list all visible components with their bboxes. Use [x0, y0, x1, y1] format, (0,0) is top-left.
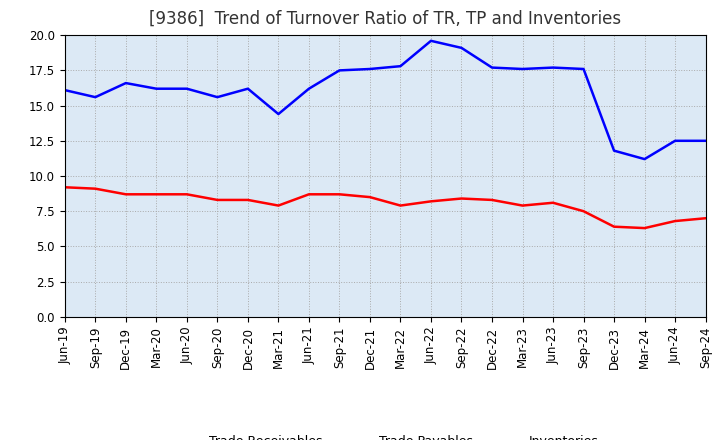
Trade Payables	[487, 65, 496, 70]
Trade Receivables	[427, 199, 436, 204]
Trade Receivables	[91, 186, 99, 191]
Trade Receivables	[122, 192, 130, 197]
Trade Payables	[671, 138, 680, 143]
Trade Receivables	[701, 216, 710, 221]
Trade Receivables	[274, 203, 283, 208]
Trade Payables	[91, 95, 99, 100]
Trade Payables	[122, 81, 130, 86]
Trade Payables	[396, 63, 405, 69]
Trade Receivables	[579, 209, 588, 214]
Trade Receivables	[243, 197, 252, 202]
Trade Receivables	[487, 197, 496, 202]
Trade Receivables	[671, 218, 680, 224]
Trade Payables	[701, 138, 710, 143]
Trade Receivables	[335, 192, 343, 197]
Trade Receivables	[518, 203, 527, 208]
Trade Payables	[335, 68, 343, 73]
Trade Payables	[518, 66, 527, 72]
Trade Payables	[305, 86, 313, 92]
Trade Receivables	[457, 196, 466, 201]
Trade Payables	[60, 88, 69, 93]
Trade Payables	[457, 45, 466, 51]
Trade Receivables	[305, 192, 313, 197]
Trade Payables	[579, 66, 588, 72]
Trade Payables	[152, 86, 161, 92]
Trade Receivables	[152, 192, 161, 197]
Line: Trade Payables: Trade Payables	[65, 41, 706, 159]
Trade Payables	[549, 65, 557, 70]
Title: [9386]  Trend of Turnover Ratio of TR, TP and Inventories: [9386] Trend of Turnover Ratio of TR, TP…	[149, 10, 621, 28]
Trade Payables	[610, 148, 618, 153]
Trade Receivables	[640, 225, 649, 231]
Trade Payables	[213, 95, 222, 100]
Trade Payables	[640, 157, 649, 162]
Trade Receivables	[549, 200, 557, 205]
Trade Payables	[183, 86, 192, 92]
Trade Payables	[427, 38, 436, 44]
Trade Receivables	[396, 203, 405, 208]
Legend: Trade Receivables, Trade Payables, Inventories: Trade Receivables, Trade Payables, Inven…	[166, 430, 604, 440]
Trade Receivables	[366, 194, 374, 200]
Trade Receivables	[183, 192, 192, 197]
Trade Receivables	[610, 224, 618, 229]
Trade Payables	[366, 66, 374, 72]
Trade Receivables	[213, 197, 222, 202]
Trade Receivables	[60, 185, 69, 190]
Trade Payables	[274, 111, 283, 117]
Line: Trade Receivables: Trade Receivables	[65, 187, 706, 228]
Trade Payables	[243, 86, 252, 92]
